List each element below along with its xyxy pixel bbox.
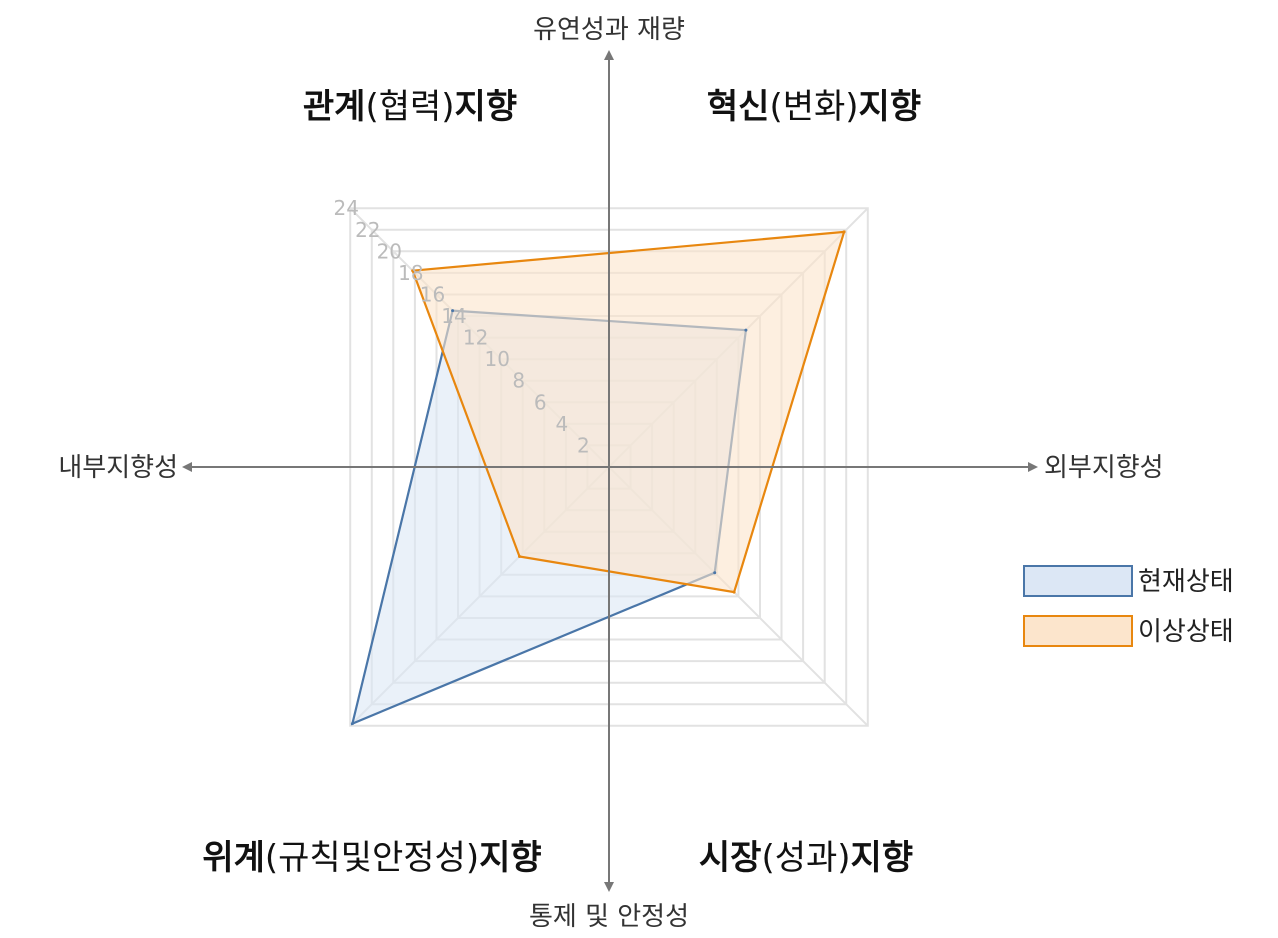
series-1-point-0 [411,269,415,273]
legend-label-ideal: 이상상태 [1138,617,1234,647]
quadrant-title-upper-right-part-2: 지향 [859,87,922,127]
quadrant-title-lower-left-part-1: (규칙및안정성) [265,838,479,878]
series-0-point-1 [744,328,748,332]
series-1-point-1 [842,230,846,234]
legend-swatch-current [1023,565,1133,597]
tick-label-10: 10 [484,347,509,371]
quadrant-title-upper-left-part-0: 관계 [303,87,366,127]
quadrant-title-lower-right-part-0: 시장 [699,838,762,878]
tick-label-18: 18 [398,261,423,285]
axis-label-right: 외부지향성 [1044,453,1164,483]
tick-label-8: 8 [512,369,525,393]
quadrant-title-upper-left-part-2: 지향 [455,87,518,127]
tick-label-24: 24 [333,196,358,220]
tick-label-12: 12 [463,326,488,350]
tick-label-16: 16 [420,283,445,307]
series-0-point-3 [350,722,354,726]
axis-label-top: 유연성과 재량 [533,15,685,45]
quadrant-title-lower-right-part-1: (성과) [761,838,850,878]
axis-label-left: 내부지향성 [58,453,178,483]
tick-label-4: 4 [556,412,569,436]
legend-swatch-ideal [1023,615,1133,647]
quadrant-title-upper-left-part-1: (협력) [365,87,454,127]
series-0-point-2 [713,571,717,575]
tick-label-14: 14 [441,304,466,328]
quadrant-title-upper-left: 관계(협력)지향 [303,87,517,127]
tick-label-20: 20 [377,239,402,263]
quadrant-title-lower-left-part-2: 지향 [479,838,542,878]
axis-label-bottom: 통제 및 안정성 [529,902,689,932]
series-0-point-0 [451,309,455,313]
tick-label-22: 22 [355,218,380,242]
quadrant-title-lower-right-part-2: 지향 [851,838,914,878]
quadrant-title-lower-right: 시장(성과)지향 [699,838,913,878]
series-1-point-2 [732,590,736,594]
tick-label-2: 2 [577,433,590,457]
legend-label-current: 현재상태 [1138,567,1234,597]
quadrant-title-lower-left-part-0: 위계 [202,838,265,878]
tick-label-6: 6 [534,390,547,414]
series-layer [350,230,846,726]
quadrant-title-upper-right-part-1: (변화) [769,87,858,127]
quadrant-title-lower-left: 위계(규칙및안정성)지향 [202,838,541,878]
series-1-point-3 [518,555,521,558]
cross-axes [182,50,1038,892]
quadrant-title-upper-right: 혁신(변화)지향 [707,87,921,127]
legend: 현재상태 이상상태 [1023,565,1234,647]
quadrant-title-upper-right-part-0: 혁신 [707,87,770,127]
